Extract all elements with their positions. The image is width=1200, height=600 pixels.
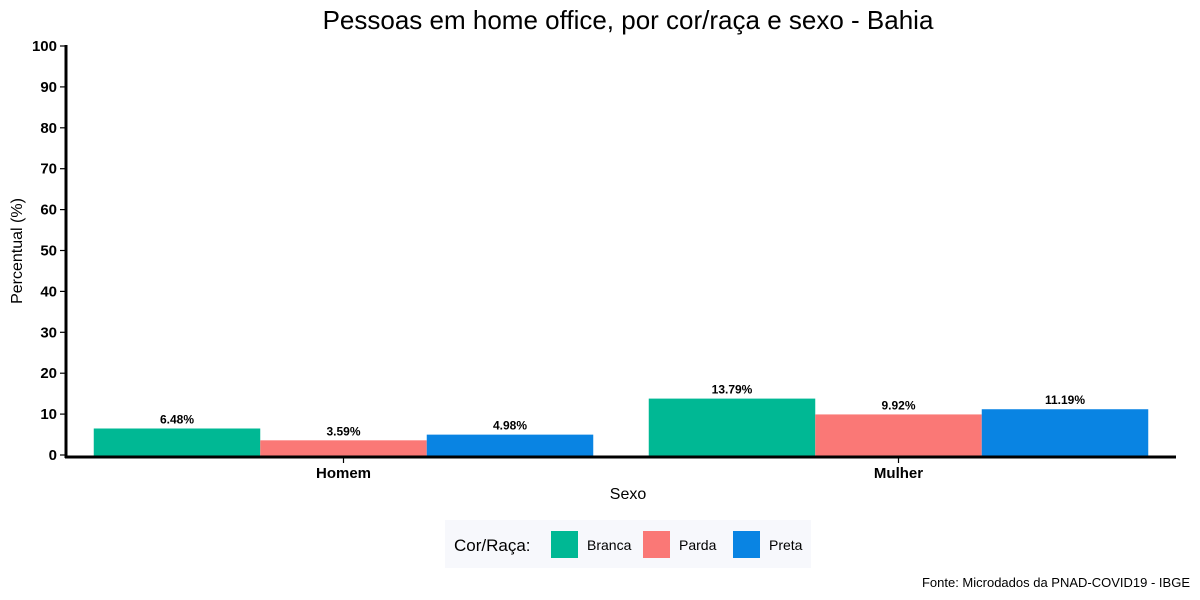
y-tick-label: 50 <box>40 243 57 260</box>
data-label: 9.92% <box>881 398 915 412</box>
y-axis-ticks: 0 10 20 30 40 50 60 70 80 90 100 <box>32 38 66 464</box>
bar-preta-homem <box>426 434 594 456</box>
y-tick-label: 70 <box>40 161 57 178</box>
y-tick-label: 90 <box>40 79 57 96</box>
data-label: 11.19% <box>1045 393 1085 407</box>
y-tick-label: 100 <box>32 38 57 55</box>
bars <box>93 398 1149 456</box>
source-note: Fonte: Microdados da PNAD-COVID19 - IBGE <box>922 575 1190 590</box>
y-tick-label: 0 <box>49 447 57 464</box>
legend: Cor/Raça: Branca Parda Preta <box>445 520 811 568</box>
y-tick-label: 60 <box>40 202 57 219</box>
chart-title: Pessoas em home office, por cor/raça e s… <box>323 5 934 35</box>
bar-parda-mulher <box>815 414 982 456</box>
bar-branca-homem <box>93 428 261 456</box>
legend-title: Cor/Raça: <box>454 536 531 555</box>
data-label: 3.59% <box>326 424 360 438</box>
legend-key-preta <box>733 531 760 558</box>
data-label: 13.79% <box>712 383 753 397</box>
bar-parda-homem <box>260 440 427 456</box>
y-tick-label: 20 <box>40 365 57 382</box>
bar-preta-mulher <box>981 409 1149 456</box>
data-label: 4.98% <box>493 419 527 433</box>
y-tick-label: 80 <box>40 120 57 137</box>
bar-branca-mulher <box>648 398 816 456</box>
legend-key-parda <box>643 531 670 558</box>
y-tick-label: 30 <box>40 324 57 341</box>
legend-label-preta: Preta <box>769 537 803 553</box>
x-axis-label: Sexo <box>610 486 647 503</box>
data-labels: 6.48% 3.59% 4.98% 13.79% 9.92% 11.19% <box>160 383 1085 439</box>
legend-label-branca: Branca <box>587 537 632 553</box>
data-label: 6.48% <box>160 412 194 426</box>
y-tick-label: 40 <box>40 283 57 300</box>
legend-label-parda: Parda <box>679 537 717 553</box>
y-tick-label: 10 <box>40 406 57 423</box>
legend-key-branca <box>551 531 578 558</box>
x-tick-label: Homem <box>316 465 371 482</box>
x-tick-label: Mulher <box>874 465 923 482</box>
y-axis-label: Percentual (%) <box>9 198 26 304</box>
x-axis-ticks: Homem Mulher <box>316 457 923 482</box>
